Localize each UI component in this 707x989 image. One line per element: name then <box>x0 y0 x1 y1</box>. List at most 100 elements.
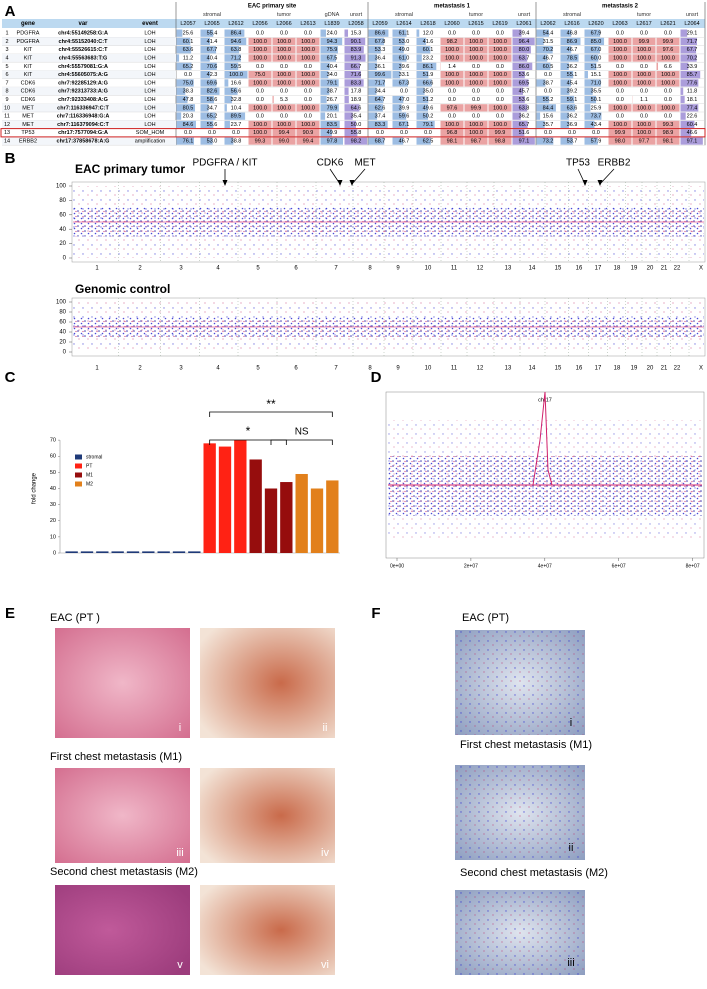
cell-bar <box>344 95 349 104</box>
cell: 100.0 <box>661 72 675 78</box>
bar <box>80 551 94 553</box>
cell-bar <box>224 29 245 37</box>
cell: 60.5 <box>543 64 554 70</box>
cell: 59.6 <box>399 114 410 120</box>
cell: 39.4 <box>519 31 530 37</box>
cell: 60.1 <box>183 39 194 45</box>
cell-fill <box>464 46 488 54</box>
cell-bar <box>176 62 192 70</box>
cell-bar <box>392 37 405 46</box>
cell-bar <box>320 95 327 104</box>
sample-id: L2621 <box>660 21 675 27</box>
image-label: iv <box>321 847 329 859</box>
cell-bar <box>344 71 361 79</box>
row-index: 11 <box>4 114 10 120</box>
cell: 11.8 <box>687 89 697 95</box>
row-stripe <box>2 103 176 112</box>
legend-label: M2 <box>86 481 93 487</box>
arrow-head <box>597 180 603 186</box>
cell-fill <box>488 120 512 129</box>
cell-bar <box>368 29 389 37</box>
cell: 82.6 <box>207 89 218 95</box>
cell-bar <box>512 79 529 87</box>
cell-fill <box>632 129 656 137</box>
cell: 0.0 <box>664 89 672 95</box>
cell-bar <box>512 54 528 62</box>
panel-label: C <box>5 369 16 386</box>
cell: 63.8 <box>519 105 530 111</box>
legend-swatch <box>75 463 82 469</box>
cell: 35.0 <box>423 89 434 95</box>
cell: 100.0 <box>277 39 291 45</box>
image-label: i <box>179 722 181 734</box>
y-tick-label: 60 <box>50 454 56 460</box>
cell-bar <box>680 95 685 104</box>
cell-bar <box>368 62 377 70</box>
row-stripe <box>2 120 176 129</box>
cell: 100.0 <box>493 80 507 86</box>
cell: 0.0 <box>496 64 504 70</box>
y-tick-label: 0 <box>63 256 67 262</box>
cell: 26.7 <box>327 97 338 103</box>
cell-fill <box>464 120 488 129</box>
cell: 83.3 <box>351 80 362 86</box>
cell-fill <box>656 71 680 79</box>
chromosome-label: 18 <box>614 366 621 372</box>
chromosome-label: 4 <box>216 366 220 372</box>
cell: 97.1 <box>519 139 530 145</box>
cell: 100.0 <box>469 122 483 128</box>
cell: 70.2 <box>687 56 698 62</box>
cell: 0.0 <box>664 114 672 120</box>
cell: 18.1 <box>687 97 698 103</box>
cell-bar <box>344 79 364 87</box>
cell: 100.0 <box>613 39 627 45</box>
cell: 63.6 <box>183 47 194 53</box>
event: LOH <box>144 122 155 128</box>
cell: 47.0 <box>399 97 410 103</box>
cell-bar <box>344 37 366 46</box>
cell-bar <box>584 137 598 145</box>
chromosome-label: 14 <box>529 366 536 372</box>
cell-bar <box>320 79 339 87</box>
cell-bar <box>224 62 239 70</box>
cell: 86.6 <box>375 31 386 37</box>
event: LOH <box>144 31 155 37</box>
cell-bar <box>392 120 408 129</box>
cell: 55.8 <box>351 130 362 136</box>
cell-fill <box>488 37 512 46</box>
row-index: 8 <box>5 89 8 95</box>
chromosome-label: 10 <box>425 266 432 272</box>
cell: 100.0 <box>445 122 459 128</box>
chromosome-label: 9 <box>396 366 400 372</box>
cell: 36.2 <box>567 114 578 120</box>
cell-bar <box>416 95 429 104</box>
cell-bar <box>584 62 597 70</box>
group-header: unsrt <box>350 12 363 18</box>
cell-fill <box>488 54 512 62</box>
cell-fill <box>608 79 632 87</box>
cell-fill <box>656 46 680 54</box>
chromosome-label: 17 <box>595 366 602 372</box>
cell-bar <box>512 46 531 54</box>
cell: 0.0 <box>424 130 432 136</box>
cell: 11.2 <box>183 56 193 62</box>
cell-bar <box>368 137 385 145</box>
cell: 100.0 <box>469 80 483 86</box>
cell-bar <box>416 112 429 120</box>
cell-fill <box>296 120 320 129</box>
cell: 0.0 <box>304 31 312 37</box>
cell: 34.4 <box>375 89 386 95</box>
section-header: metastasis 2 <box>602 4 639 10</box>
cell: 97.8 <box>327 139 338 145</box>
cell-bar <box>368 112 378 120</box>
cell: 77.4 <box>687 105 698 111</box>
cell: 1.4 <box>448 64 456 70</box>
cell: 0.0 <box>376 130 384 136</box>
cell-bar <box>416 104 428 112</box>
cell-fill <box>488 137 512 145</box>
cell: 43.4 <box>591 122 602 128</box>
image-label: ii <box>569 842 574 854</box>
cell: 94.6 <box>231 39 242 45</box>
chromosome-label: 2 <box>138 366 142 372</box>
cell: 23.7 <box>231 122 242 128</box>
